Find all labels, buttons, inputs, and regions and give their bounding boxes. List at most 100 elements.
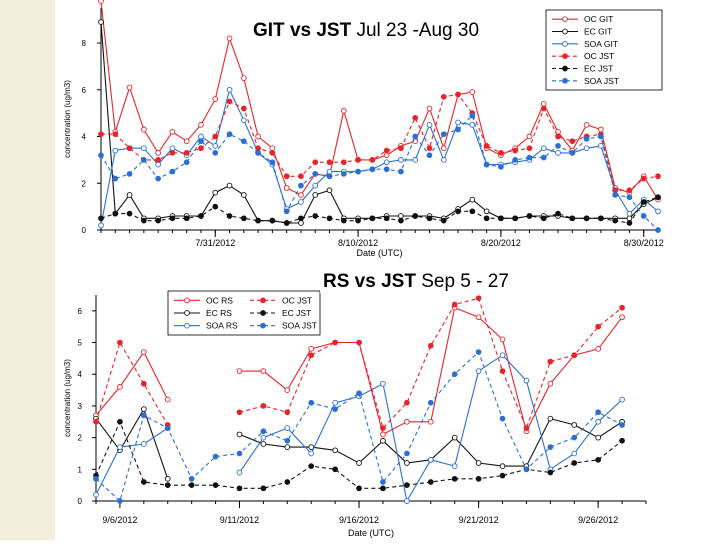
- data-point: [212, 150, 219, 156]
- chart-title-dates: Jul 23 -Aug 30: [351, 20, 480, 41]
- chart-title-dates: Sep 5 - 27: [415, 271, 509, 292]
- data-point: [523, 425, 530, 431]
- data-point: [475, 475, 482, 482]
- data-point: [312, 213, 319, 219]
- data-point: [140, 380, 147, 387]
- x-axis-label: Date (UTC): [356, 248, 402, 258]
- data-point: [547, 358, 554, 365]
- data-point: [356, 485, 362, 492]
- data-point: [155, 161, 161, 168]
- data-point: [455, 208, 461, 215]
- data-point: [308, 399, 315, 406]
- data-point: [183, 159, 190, 166]
- data-point: [240, 75, 247, 81]
- y-tick-label: 1: [78, 465, 83, 474]
- data-point: [140, 412, 147, 419]
- data-point: [655, 227, 661, 233]
- data-point: [283, 208, 290, 215]
- data-point: [169, 150, 176, 156]
- series-ec-jst-line: [100, 196, 659, 224]
- x-tick-label: 7/31/2012: [195, 238, 235, 248]
- data-point: [619, 304, 625, 311]
- chart-git-vs-jst: 0 2 4 6 8 7/31/2012 8/10/2012 8/20/2012 8/30/201…: [63, 0, 664, 258]
- data-point: [112, 131, 119, 138]
- data-point: [112, 147, 119, 154]
- data-point: [427, 479, 434, 485]
- x-tick-label: 8/10/2012: [338, 238, 378, 248]
- data-point: [569, 138, 576, 145]
- data-point: [340, 159, 347, 166]
- data-point: [284, 437, 291, 444]
- data-point: [619, 396, 625, 403]
- data-point: [404, 460, 410, 466]
- legend-label: EC RS: [206, 308, 232, 318]
- data-point: [640, 199, 647, 205]
- data-point: [426, 215, 433, 222]
- series-soa-git-line: [100, 88, 659, 226]
- legend-label: OC RS: [206, 295, 233, 305]
- data-point: [483, 143, 490, 149]
- data-point: [212, 189, 219, 196]
- legend-label: EC GIT: [584, 27, 612, 37]
- data-point: [198, 121, 204, 128]
- legend-swatch-marker: [562, 28, 568, 35]
- data-point: [226, 131, 233, 138]
- y-tick-label: 5: [78, 339, 83, 348]
- data-point: [383, 159, 390, 166]
- data-point: [188, 475, 195, 482]
- data-point: [547, 444, 554, 450]
- series-oc-jst-line: [239, 297, 623, 430]
- legend-swatch-marker: [184, 297, 190, 304]
- y-tick-label: 2: [82, 179, 87, 188]
- data-point: [298, 173, 304, 180]
- data-point: [380, 437, 386, 444]
- data-point: [383, 215, 390, 222]
- legend-swatch-marker: [260, 297, 266, 304]
- data-point: [499, 415, 506, 422]
- data-point: [198, 213, 204, 219]
- data-point: [169, 215, 176, 222]
- data-point: [571, 352, 578, 359]
- series-ec-git-line: [100, 21, 659, 224]
- data-point: [569, 215, 576, 222]
- data-point: [412, 157, 419, 163]
- series-oc-jst-line: [95, 341, 169, 426]
- y-tick-label: 4: [82, 133, 87, 142]
- y-tick-label: 0: [78, 497, 83, 506]
- data-point: [212, 143, 219, 149]
- chart-title-bold: RS vs JST: [323, 271, 416, 292]
- legend-label: SOA RS: [206, 321, 238, 331]
- data-point: [355, 168, 361, 175]
- data-point: [547, 469, 554, 476]
- data-point: [169, 168, 176, 175]
- data-point: [583, 215, 590, 222]
- data-point: [626, 210, 633, 217]
- data-point: [356, 390, 362, 397]
- data-point: [260, 434, 267, 441]
- data-point: [332, 466, 338, 473]
- x-tick-label: 9/21/2012: [459, 515, 499, 525]
- legend-label: SOA JST: [282, 321, 317, 331]
- data-point: [369, 215, 376, 222]
- data-point: [526, 133, 533, 140]
- data-point: [499, 368, 506, 374]
- legend-label: OC GIT: [584, 14, 613, 24]
- data-point: [626, 215, 633, 222]
- data-point: [140, 441, 147, 447]
- data-point: [269, 150, 276, 156]
- data-point: [255, 145, 261, 152]
- data-point: [571, 460, 578, 466]
- data-point: [236, 368, 243, 374]
- series-ec-rs-line: [95, 407, 169, 479]
- data-point: [598, 126, 604, 133]
- x-tick-label: 9/16/2012: [339, 515, 379, 525]
- data-point: [140, 157, 147, 163]
- data-point: [188, 482, 195, 489]
- data-point: [126, 145, 133, 152]
- data-point: [226, 86, 233, 93]
- y-tick-label: 4: [78, 370, 83, 379]
- series-soa-jst-line: [100, 114, 659, 231]
- data-point: [598, 215, 604, 222]
- data-point: [326, 168, 333, 175]
- data-point: [312, 159, 319, 166]
